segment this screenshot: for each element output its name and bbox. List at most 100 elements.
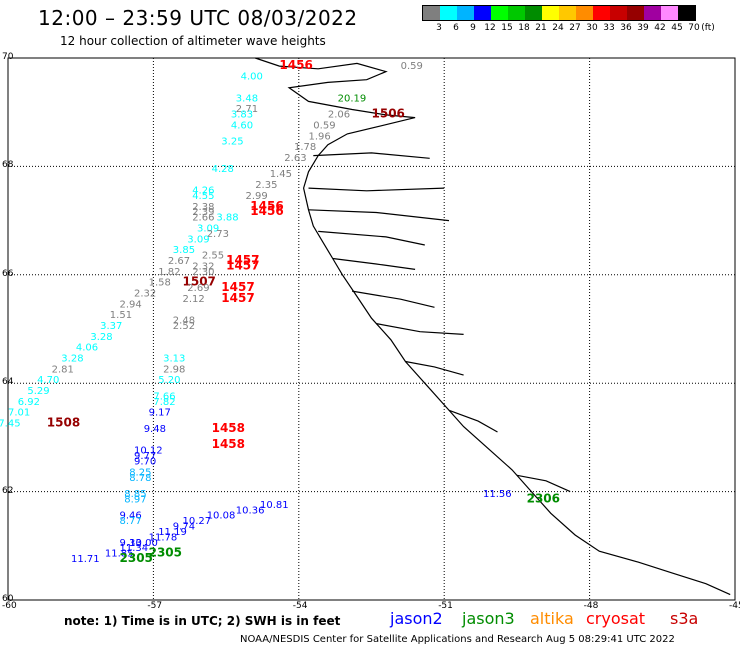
page-title: 12:00 – 23:59 UTC 08/03/2022 xyxy=(38,6,358,30)
wave-height-label: 3.09 xyxy=(197,223,219,234)
scale-label: 18 xyxy=(518,23,530,33)
wave-height-label: 9.46 xyxy=(120,511,142,522)
altimeter-track-labels: 1456 0.59 4.00 20.19 3.482.71 2.06 1506 3.83 0.5… xyxy=(0,58,560,565)
wave-height-label: 8.25 xyxy=(129,467,151,478)
legend-item-altika: altika xyxy=(530,609,574,628)
wave-height-label: 7.45 xyxy=(0,419,21,430)
wave-height-label: 2.63 xyxy=(284,153,306,164)
scale-swatch xyxy=(525,6,542,20)
wave-height-label: 3.09 xyxy=(187,234,209,245)
scale-label: 12 xyxy=(484,23,496,33)
wave-height-label: 6.92 xyxy=(18,397,40,408)
wave-height-label: 8.97 xyxy=(124,494,146,505)
scale-swatch xyxy=(423,6,440,20)
wave-height-label: 3.28 xyxy=(61,354,83,365)
wave-height-label: 7.82 xyxy=(153,397,175,408)
fjord-outline xyxy=(376,323,464,335)
scale-label: 24 xyxy=(552,23,564,33)
wave-height-label: 7.01 xyxy=(8,408,30,419)
wave-height-label: 9.33 xyxy=(120,538,142,549)
wave-height-label: 10.12 xyxy=(134,446,163,457)
longitude-tick-label: -48 xyxy=(583,601,599,611)
pass-time-label: 1456 xyxy=(250,204,283,218)
coastline-main xyxy=(255,57,731,596)
scale-swatch xyxy=(542,6,559,20)
wave-height-label: 9.48 xyxy=(144,424,166,435)
wave-height-label: 2.38 xyxy=(192,202,214,213)
wave-height-label: 9.70 xyxy=(134,457,156,468)
wave-height-label: 11.78 xyxy=(149,532,178,543)
scale-swatch xyxy=(644,6,661,20)
wave-height-label: 2.66 xyxy=(192,213,214,224)
scale-swatch xyxy=(593,6,610,20)
fjord-outline xyxy=(313,152,430,159)
scale-swatch xyxy=(440,6,457,20)
wave-height-label: 0.59 xyxy=(401,61,423,72)
scale-swatch xyxy=(508,6,525,20)
color-scale-swatches xyxy=(422,5,696,21)
wave-height-label: 2.32 xyxy=(192,261,214,272)
scale-swatch xyxy=(610,6,627,20)
color-scale-labels: 3 6 9 12 15 18 21 24 27 30 33 36 39 42 45 70 (ft) xyxy=(422,21,715,33)
wave-height-label: 4.00 xyxy=(241,72,263,83)
wave-height-label: 1.96 xyxy=(309,131,331,142)
wave-height-label: 10.08 xyxy=(207,511,236,522)
scale-label: 15 xyxy=(501,23,513,33)
color-scale: 3 6 9 12 15 18 21 24 27 30 33 36 39 42 45 70 (ft) xyxy=(422,5,715,33)
longitude-tick-label: -60 xyxy=(2,601,17,611)
scale-label: 27 xyxy=(569,23,581,33)
fjord-outline xyxy=(308,209,450,222)
wave-height-label: 2.98 xyxy=(163,364,185,375)
wave-height-label: 1.45 xyxy=(270,169,292,180)
scale-swatch xyxy=(576,6,593,20)
latitude-tick-label: 68 xyxy=(2,160,14,171)
pass-time-label: 1457 xyxy=(221,280,254,294)
pass-time-label: 1456 xyxy=(279,58,312,72)
note-text: note: 1) Time is in UTC; 2) SWH is in fe… xyxy=(64,614,341,628)
fjord-outline xyxy=(308,187,445,192)
fjord-outline xyxy=(318,230,425,246)
wave-height-label: 2.81 xyxy=(52,364,74,375)
wave-height-label: 5.20 xyxy=(158,375,180,386)
wave-height-label: 8.78 xyxy=(129,473,151,484)
longitude-tick-label: -57 xyxy=(147,601,163,611)
pass-time-label: 2305 xyxy=(149,546,182,560)
latitude-tick-label: 60 xyxy=(2,594,14,604)
wave-height-label: 2.39 xyxy=(192,207,214,218)
pass-time-label: 1458 xyxy=(212,437,245,451)
wave-height-label: 2.71 xyxy=(236,104,258,115)
scale-swatch xyxy=(559,6,576,20)
pass-time-label: 2305 xyxy=(120,551,153,565)
wave-height-label: 2.35 xyxy=(255,180,277,191)
credit-text: NOAA/NESDIS Center for Satellite Applica… xyxy=(240,634,675,645)
scale-label: 30 xyxy=(586,23,598,33)
wave-height-label: 1.82 xyxy=(158,267,180,278)
map-frame xyxy=(7,57,736,601)
pass-time-label: 1506 xyxy=(372,107,405,121)
wave-height-label: 2.67 xyxy=(168,256,190,267)
wave-height-label: 5.29 xyxy=(27,386,49,397)
wave-height-label: 0.59 xyxy=(313,121,335,132)
wave-height-label: 8.77 xyxy=(120,516,142,527)
wave-height-label: 11.56 xyxy=(483,489,512,500)
wave-height-label: 9.74 xyxy=(173,522,195,533)
wave-height-label: 2.06 xyxy=(328,110,350,121)
wave-height-label: 2.52 xyxy=(173,321,195,332)
latitude-tick-label: 64 xyxy=(2,377,14,388)
scale-label: 6 xyxy=(453,23,459,33)
wave-height-label: 2.30 xyxy=(192,267,214,278)
wave-height-label: 3.13 xyxy=(163,354,185,365)
wave-height-label: 2.32 xyxy=(134,289,156,300)
wave-height-label: 2.48 xyxy=(173,316,195,327)
pass-time-label: 1507 xyxy=(183,275,216,289)
fjord-outline xyxy=(352,290,435,308)
scale-swatch xyxy=(627,6,644,20)
scale-swatch xyxy=(457,6,474,20)
wave-height-label: 20.19 xyxy=(338,93,367,104)
wave-height-label: 8.85 xyxy=(124,489,146,500)
pass-time-label: 1456 xyxy=(250,199,283,213)
wave-height-label: 7.66 xyxy=(153,392,175,403)
wave-height-label: 2.12 xyxy=(183,294,205,305)
wave-height-label: 10.27 xyxy=(183,516,212,527)
